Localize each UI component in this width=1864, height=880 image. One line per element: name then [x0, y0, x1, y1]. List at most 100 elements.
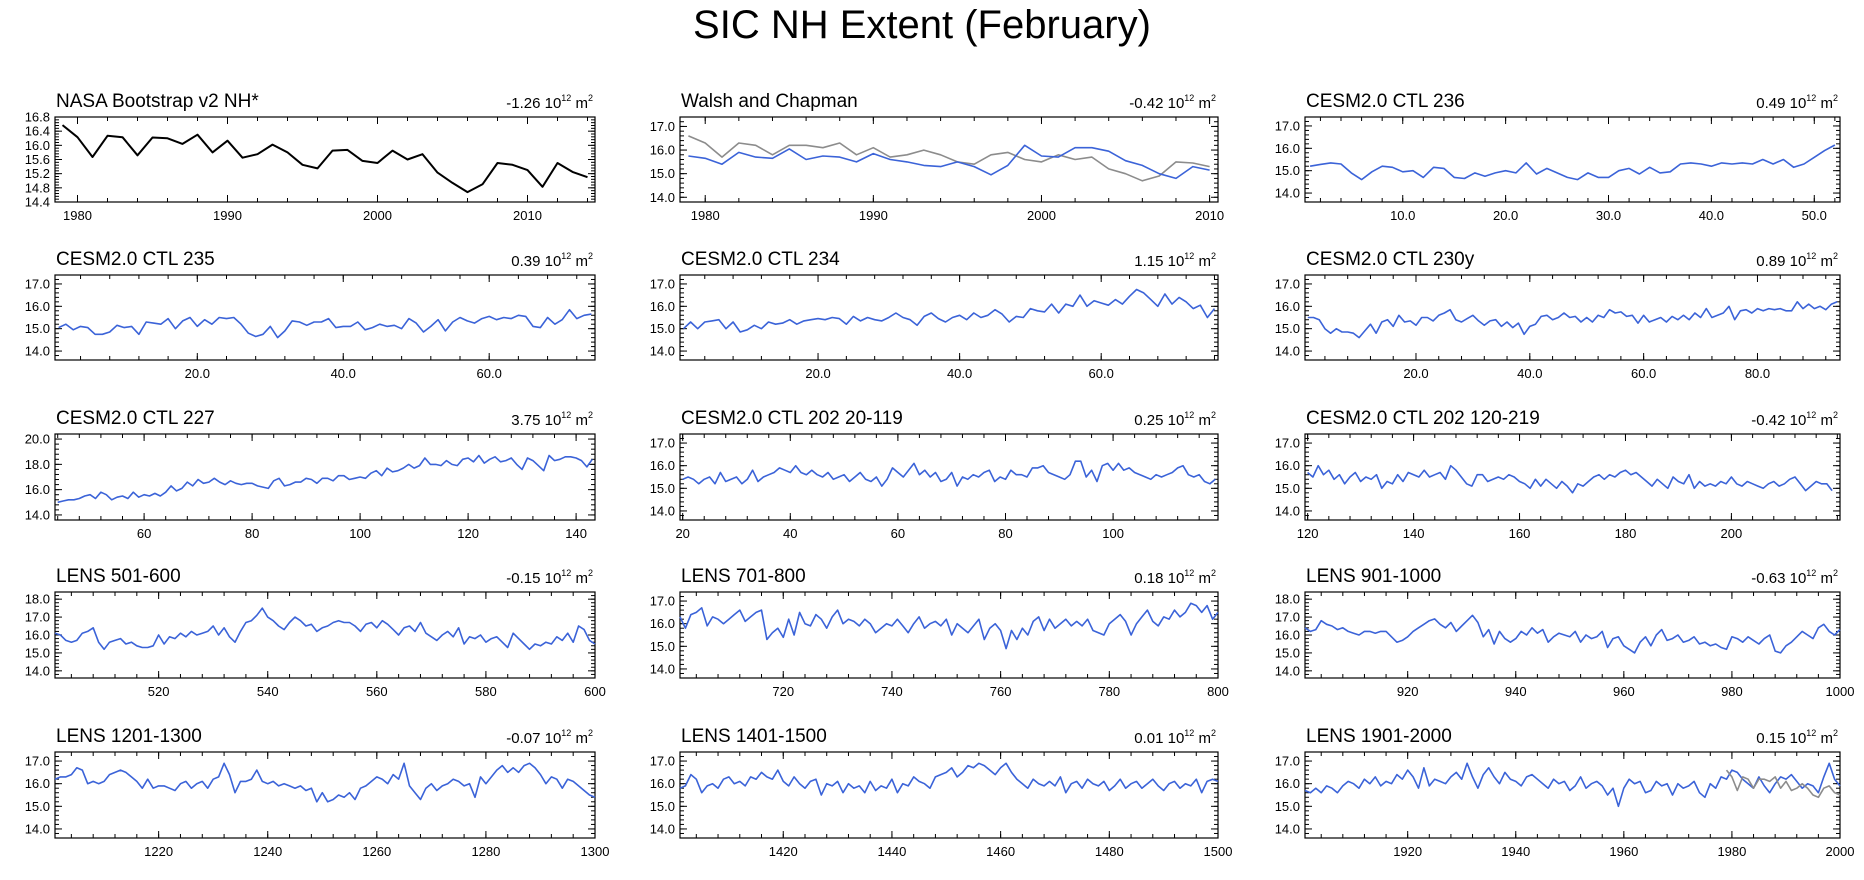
x-tick-label: 40.0 [331, 366, 356, 381]
trend-unit-exponent: 2 [588, 568, 593, 578]
plot-frame [54, 274, 596, 361]
panel-3: CESM2.0 CTL 236 0.49 1012 m2 14.0 15.0 16.0 1… [1275, 91, 1841, 223]
y-tick-label: 15.0 [650, 639, 675, 654]
trend-unit-exponent: 12 [1184, 568, 1194, 578]
x-tick-label: 120 [457, 526, 479, 541]
panel-12: LENS 901-1000 -0.63 1012 m2 14.0 15.0 16.0 17… [1275, 566, 1855, 699]
y-tick-label: 16.0 [1275, 141, 1300, 156]
trend-unit-base: 10 [545, 412, 562, 429]
trend-unit-space: m [1816, 730, 1833, 747]
series-line [1307, 300, 1838, 339]
plot-frame [679, 591, 1219, 679]
trend-unit-exponent: 12 [561, 410, 571, 420]
plot-frame [1304, 274, 1841, 361]
y-tick-label: 16.4 [25, 124, 50, 139]
x-tick-label: 2010 [1195, 208, 1224, 223]
trend-unit-exponent: 12 [1806, 568, 1816, 578]
trend-label: 0.49 1012 m2 [1756, 93, 1838, 112]
trend-unit-base: 10 [545, 95, 562, 112]
x-tick-label: 180 [1615, 526, 1637, 541]
trend-unit-base: 10 [1790, 412, 1807, 429]
x-tick-label: 60.0 [477, 366, 502, 381]
plot-frame [54, 751, 596, 839]
x-tick-label: 2000 [1027, 208, 1056, 223]
x-tick-label: 120 [1297, 526, 1319, 541]
trend-unit-space: m [571, 570, 588, 587]
figure-title: SIC NH Extent (February) [693, 3, 1151, 47]
trend-unit-space: m [571, 730, 588, 747]
trend-unit-exponent: 2 [1833, 410, 1838, 420]
x-tick-label: 60 [137, 526, 151, 541]
y-tick-label: 14.0 [1275, 344, 1300, 359]
x-tick-label: 20.0 [1403, 366, 1428, 381]
y-tick-label: 16.0 [1275, 628, 1300, 643]
trend-unit-exponent: 2 [1211, 728, 1216, 738]
y-tick-label: 16.0 [650, 616, 675, 631]
panel-title: LENS 1901-2000 [1306, 726, 1452, 747]
trend-unit-space: m [1194, 412, 1211, 429]
trend-unit-base: 10 [1168, 730, 1185, 747]
x-tick-label: 760 [990, 684, 1012, 699]
x-tick-label: 1980 [691, 208, 720, 223]
y-tick-label: 15.0 [25, 321, 50, 336]
trend-unit-base: 10 [1168, 95, 1185, 112]
trend-unit-base: 10 [1790, 95, 1807, 112]
trend-unit-space: m [1816, 570, 1833, 587]
y-tick-label: 14.4 [25, 195, 50, 210]
y-tick-label: 17.0 [25, 754, 50, 769]
x-tick-label: 800 [1207, 684, 1229, 699]
x-tick-label: 1980 [63, 208, 92, 223]
x-tick-label: 960 [1613, 684, 1635, 699]
x-tick-label: 20 [675, 526, 689, 541]
panel-7: CESM2.0 CTL 227 3.75 1012 m2 14.0 16.0 18.0 2… [25, 408, 596, 541]
trend-unit-exponent: 2 [1211, 568, 1216, 578]
x-tick-label: 1990 [213, 208, 242, 223]
trend-label: 0.39 1012 m2 [511, 251, 593, 270]
y-tick-label: 16.0 [1275, 458, 1300, 473]
x-tick-label: 1240 [253, 844, 282, 859]
y-tick-label: 15.0 [25, 645, 50, 660]
trend-unit-space: m [1194, 570, 1211, 587]
y-tick-label: 15.0 [650, 166, 675, 181]
x-tick-label: 1420 [769, 844, 798, 859]
y-tick-label: 17.0 [1275, 754, 1300, 769]
x-tick-label: 540 [257, 684, 279, 699]
x-tick-label: 1990 [859, 208, 888, 223]
trend-unit-exponent: 12 [1184, 410, 1194, 420]
series-line [688, 135, 1210, 182]
trend-value: -0.42 [1751, 412, 1789, 429]
plot-frame [1304, 433, 1841, 521]
y-tick-label: 17.0 [1275, 276, 1300, 291]
y-tick-label: 18.0 [1275, 592, 1300, 607]
plot-frame [1304, 116, 1841, 203]
trend-unit-exponent: 12 [561, 568, 571, 578]
x-tick-label: 60.0 [1631, 366, 1656, 381]
x-tick-label: 20.0 [185, 366, 210, 381]
trend-label: -0.42 1012 m2 [1751, 410, 1838, 429]
series-line [1309, 144, 1836, 181]
trend-unit-exponent: 2 [588, 728, 593, 738]
trend-value: 0.89 [1756, 253, 1789, 270]
y-tick-label: 15.0 [650, 481, 675, 496]
x-tick-label: 60.0 [1089, 366, 1114, 381]
trend-unit-exponent: 12 [1184, 251, 1194, 261]
x-tick-label: 1440 [877, 844, 906, 859]
panel-title: CESM2.0 CTL 202 120-219 [1306, 408, 1540, 429]
y-tick-label: 18.0 [25, 457, 50, 472]
trend-unit-exponent: 12 [1184, 728, 1194, 738]
y-tick-label: 15.0 [650, 799, 675, 814]
x-tick-label: 100 [1102, 526, 1124, 541]
x-tick-label: 140 [1403, 526, 1425, 541]
y-tick-label: 16.8 [25, 110, 50, 125]
trend-unit-base: 10 [1790, 570, 1807, 587]
x-tick-label: 200 [1721, 526, 1743, 541]
trend-unit-exponent: 12 [561, 728, 571, 738]
x-tick-label: 80 [245, 526, 259, 541]
trend-unit-exponent: 12 [561, 93, 571, 103]
y-tick-label: 17.0 [650, 436, 675, 451]
trend-unit-exponent: 2 [588, 410, 593, 420]
y-tick-label: 16.0 [650, 776, 675, 791]
y-tick-label: 14.0 [650, 821, 675, 836]
x-tick-label: 2010 [513, 208, 542, 223]
x-tick-label: 600 [584, 684, 606, 699]
